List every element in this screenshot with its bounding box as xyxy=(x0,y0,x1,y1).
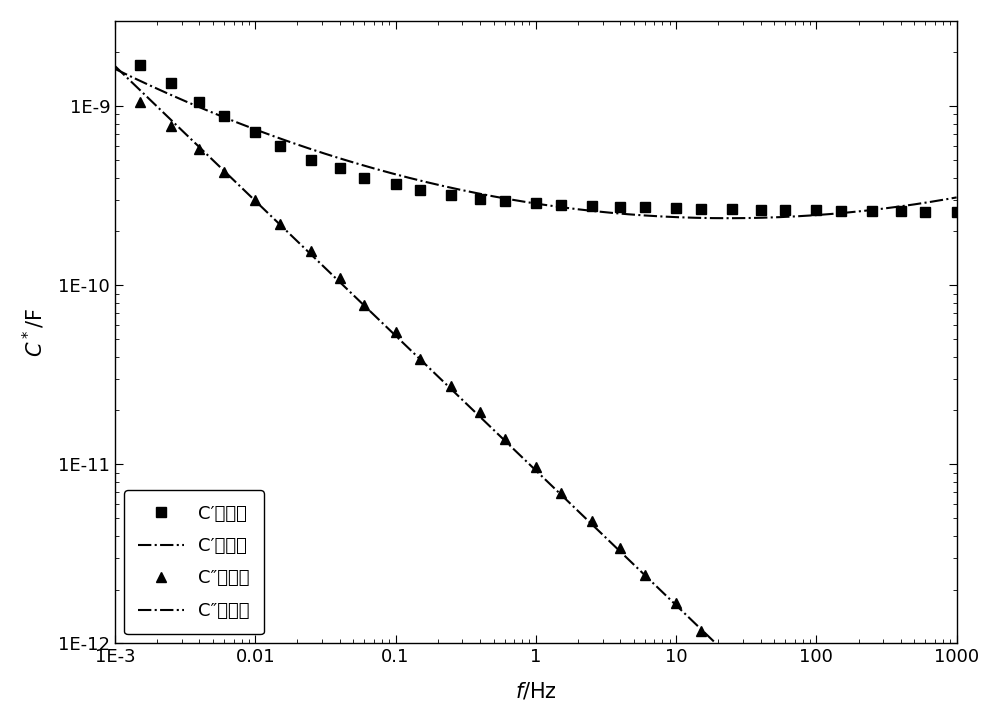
C′测试値 xyxy=(586,201,598,210)
C″测试値 xyxy=(445,381,457,390)
C′测试値 xyxy=(614,202,626,211)
Line: C″测试値: C″测试値 xyxy=(135,97,961,722)
C″测试値 xyxy=(358,300,370,309)
Y-axis label: $C^*$/F: $C^*$/F xyxy=(21,308,47,357)
C′测试値 xyxy=(555,201,567,209)
C′测试値 xyxy=(530,199,542,207)
C′测试値 xyxy=(755,206,767,214)
C″测试値 xyxy=(134,98,146,107)
C′测试値 xyxy=(218,112,230,121)
C′测试値 xyxy=(134,61,146,69)
C″测试値 xyxy=(755,681,767,690)
C″测试値 xyxy=(305,247,317,256)
C″测试値 xyxy=(726,653,738,662)
C″测试値 xyxy=(193,144,205,153)
C″测试値 xyxy=(249,196,261,204)
C′测试値 xyxy=(866,206,878,215)
C′测试値 xyxy=(358,173,370,182)
C″测试値 xyxy=(586,517,598,526)
C″测试値 xyxy=(334,274,346,282)
C′测试値 xyxy=(695,204,707,213)
C″测试値 xyxy=(695,626,707,635)
C″测试値 xyxy=(614,544,626,552)
X-axis label: $f$/Hz: $f$/Hz xyxy=(515,680,557,701)
C′测试値 xyxy=(390,179,402,188)
C″测试値 xyxy=(390,328,402,336)
C′测试値 xyxy=(305,156,317,165)
C′测试値 xyxy=(835,206,847,215)
C″测试値 xyxy=(555,489,567,497)
C′测试値 xyxy=(249,128,261,136)
Line: C′测试値: C′测试値 xyxy=(135,60,961,217)
C′测试値 xyxy=(726,205,738,214)
C″测试値 xyxy=(670,599,682,607)
C″测试値 xyxy=(218,168,230,176)
C′测试値 xyxy=(810,206,822,214)
C′测试値 xyxy=(274,142,286,150)
C′测试値 xyxy=(165,79,177,87)
C″测试値 xyxy=(639,571,651,580)
Legend: C′测试値, C′拟合値, C″测试値, C″拟合値: C′测试値, C′拟合値, C″测试値, C″拟合値 xyxy=(124,490,264,635)
C″测试値 xyxy=(165,121,177,130)
C′测试値 xyxy=(670,204,682,212)
C″测试値 xyxy=(530,462,542,471)
C′测试値 xyxy=(445,191,457,199)
C′测试値 xyxy=(193,98,205,107)
C′测试値 xyxy=(895,207,907,216)
C″测试値 xyxy=(274,219,286,228)
C″测试値 xyxy=(474,408,486,417)
C′测试値 xyxy=(499,197,511,206)
C′测试値 xyxy=(334,164,346,173)
C′测试値 xyxy=(639,203,651,212)
C′测试値 xyxy=(414,186,426,194)
C′测试値 xyxy=(951,208,963,217)
C″测试値 xyxy=(499,435,511,443)
C′测试値 xyxy=(474,194,486,203)
C″测试値 xyxy=(779,708,791,717)
C′测试値 xyxy=(779,206,791,214)
C′测试値 xyxy=(919,207,931,216)
C″测试値 xyxy=(414,355,426,363)
